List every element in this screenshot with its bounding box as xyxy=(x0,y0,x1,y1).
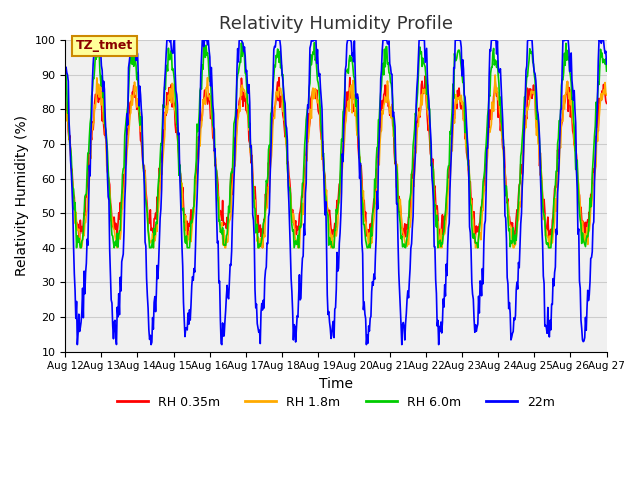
RH 0.35m xyxy=(403,222,410,228)
22m xyxy=(184,327,191,333)
RH 1.8m xyxy=(403,241,410,247)
Line: RH 6.0m: RH 6.0m xyxy=(65,43,607,248)
RH 6.0m xyxy=(211,160,219,166)
Line: RH 0.35m: RH 0.35m xyxy=(65,76,607,248)
X-axis label: Time: Time xyxy=(319,377,353,391)
22m xyxy=(403,297,411,302)
22m xyxy=(603,61,611,67)
RH 1.8m xyxy=(603,92,611,98)
22m xyxy=(91,37,99,43)
22m xyxy=(419,37,427,43)
RH 1.8m xyxy=(211,153,219,158)
RH 6.0m xyxy=(73,245,81,251)
Title: Relativity Humidity Profile: Relativity Humidity Profile xyxy=(219,15,453,33)
RH 1.8m xyxy=(182,239,190,244)
22m xyxy=(74,342,81,348)
RH 1.8m xyxy=(71,220,79,226)
RH 6.0m xyxy=(603,68,611,74)
RH 1.8m xyxy=(419,102,426,108)
RH 1.8m xyxy=(61,96,69,101)
RH 0.35m xyxy=(61,96,69,102)
RH 6.0m xyxy=(310,40,318,46)
RH 1.8m xyxy=(492,72,499,78)
RH 0.35m xyxy=(127,98,134,104)
Legend: RH 0.35m, RH 1.8m, RH 6.0m, 22m: RH 0.35m, RH 1.8m, RH 6.0m, 22m xyxy=(112,391,560,414)
RH 6.0m xyxy=(61,68,69,73)
Line: 22m: 22m xyxy=(65,40,607,345)
RH 1.8m xyxy=(77,245,84,251)
Line: RH 1.8m: RH 1.8m xyxy=(65,75,607,248)
RH 1.8m xyxy=(128,92,136,98)
RH 0.35m xyxy=(259,245,266,251)
RH 0.35m xyxy=(71,216,79,222)
Text: TZ_tmet: TZ_tmet xyxy=(76,39,133,52)
RH 6.0m xyxy=(182,233,190,239)
22m xyxy=(129,37,136,43)
RH 0.35m xyxy=(421,73,429,79)
RH 0.35m xyxy=(419,78,426,84)
22m xyxy=(61,71,69,76)
RH 6.0m xyxy=(71,200,79,205)
RH 0.35m xyxy=(182,228,189,233)
22m xyxy=(212,184,220,190)
RH 0.35m xyxy=(211,145,218,151)
RH 6.0m xyxy=(419,55,427,61)
Y-axis label: Relativity Humidity (%): Relativity Humidity (%) xyxy=(15,115,29,276)
RH 6.0m xyxy=(128,60,136,66)
RH 0.35m xyxy=(603,100,611,106)
RH 6.0m xyxy=(403,234,411,240)
22m xyxy=(71,288,79,293)
